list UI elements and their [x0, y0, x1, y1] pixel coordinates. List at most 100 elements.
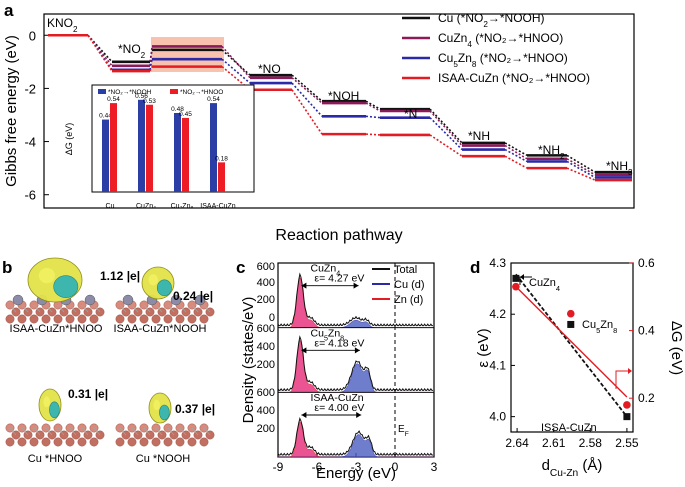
ytick-label-a: -6 — [24, 188, 36, 203]
slab-atom — [151, 437, 161, 447]
inset-category-label: Cu — [106, 203, 115, 210]
epsilon-label: ε= 4.27 eV — [314, 273, 364, 285]
fermi-label-part: F — [405, 431, 409, 438]
ytick-label-c: 400 — [257, 405, 275, 417]
step-label-*NO2: *NO2 — [118, 42, 146, 60]
slab-atom — [199, 437, 209, 447]
step-label-*NH3-part: *NH — [606, 159, 628, 173]
xtick-label-c: -9 — [273, 460, 284, 474]
step-label-*NH-part: *NH — [468, 129, 490, 143]
arrow-left-axis-head — [520, 274, 524, 280]
connector-CuZn4 — [566, 158, 596, 176]
step-label-*NO2-part: 2 — [141, 51, 146, 60]
slab-atom — [77, 314, 87, 324]
panel-label-a: a — [4, 1, 14, 20]
xtick-label-d: 2.58 — [579, 436, 603, 450]
legend-label-ISAA-CuZn-part: ISAA-CuZn — [438, 71, 499, 85]
panel-label-b: b — [2, 258, 12, 277]
ylabel-a: Gibbs free energy (eV) — [3, 35, 20, 187]
structure-label-isaa-hnoo: ISAA-CuZn*HNOO — [10, 323, 103, 335]
structure-label-cu-hnoo: Cu *HNOO — [28, 453, 83, 465]
slab-atom — [5, 437, 15, 447]
slab-atom-bond — [81, 427, 89, 436]
ylabel-d-left: ε (eV) — [475, 328, 492, 367]
ytick-label-c: 200 — [257, 423, 275, 435]
annotation-cu5zn8-part: 8 — [613, 326, 617, 335]
xlabel-d-part: (Å) — [578, 457, 602, 474]
legend-label-Cu5Zn8-part: Cu — [438, 51, 453, 65]
slab-atom-bond — [191, 304, 199, 313]
inset-bar-label: 0.45 — [179, 111, 192, 118]
connector-CuZn4 — [504, 144, 528, 160]
charge-density-blob-highlight — [153, 399, 160, 411]
xlabel-c: Energy (eV) — [316, 465, 396, 482]
slab-atom — [127, 437, 137, 447]
slab-atom-bond — [143, 304, 151, 313]
xlabel-d: dCu-Zn (Å) — [542, 457, 603, 479]
ytick-label-c: 200 — [257, 359, 275, 371]
subpanel-name: CuZn4 — [311, 263, 341, 278]
ytick-label-d-left: 4.3 — [489, 256, 506, 270]
slab-atom-bond — [179, 304, 187, 313]
xtick-label-d: 2.61 — [542, 436, 566, 450]
slab-atom — [127, 314, 137, 324]
slab-atom-bond — [45, 427, 53, 436]
step-label-*N: *N — [404, 107, 417, 121]
epsilon-arrow-head — [354, 347, 360, 354]
epsilon-arrow-head — [301, 412, 307, 418]
ytick-label-a: -2 — [24, 81, 36, 96]
inset-bar-*NO2→*NOOH — [102, 119, 109, 192]
ytick-label-c: 600 — [257, 323, 275, 335]
inset-category-label: ISAA-CuZn — [200, 203, 236, 210]
dos-total-line — [277, 335, 433, 391]
point-epsilon — [567, 320, 575, 328]
slab-atom-bond — [93, 304, 101, 313]
xtick-label-c: 0 — [392, 460, 399, 474]
slab-atom — [89, 437, 99, 447]
connector-CuZn4 — [429, 110, 463, 147]
slab-atom-bond — [57, 304, 65, 313]
step-label-*NH3: *NH3 — [606, 159, 633, 177]
slab-atom — [89, 314, 99, 324]
subpanel-name-part: 4 — [336, 270, 340, 278]
inset-ylabel: ΔG (eV) — [64, 123, 74, 156]
subpanel-name-part: CuZn — [311, 263, 337, 275]
inset-bar-label: 0.18 — [215, 155, 228, 162]
ylabel-d-right: ΔG (eV) — [668, 321, 685, 375]
panel-label-d: d — [470, 258, 480, 277]
arrow-right-axis — [615, 370, 630, 389]
legend-label-Cu-part: Cu (*NO — [438, 11, 483, 25]
connector-CuZn4 — [87, 34, 113, 67]
charge-label-3: 0.31 |e| — [68, 387, 108, 401]
slab-atom — [17, 437, 27, 447]
connector-Cu — [365, 100, 381, 110]
slab-atom — [199, 314, 209, 324]
dos-cu-area — [278, 434, 434, 458]
legend-label-ISAA-CuZn-part: (*NO₂→*HNOO) — [499, 71, 590, 85]
subpanel-name: Cu5Zn8 — [311, 327, 345, 342]
charge-density-blob-cyan — [159, 404, 170, 421]
annotation-cuzn4-part: 4 — [556, 284, 560, 293]
inset-category-label: Cu₂Zn₈ — [171, 203, 194, 210]
slab-atom-bond — [167, 304, 175, 313]
slab-atom — [139, 314, 149, 324]
connector-ISAA-CuZn — [87, 34, 113, 72]
point-dg — [623, 401, 631, 409]
slab-atom-bond — [155, 304, 163, 313]
connector-Cu5Zn8 — [365, 115, 381, 119]
panel-label-c: c — [236, 258, 245, 277]
inset-category-label: CuZn₄ — [136, 203, 156, 210]
inset-bar-*NO2→*NOOH — [138, 99, 145, 192]
slab-atom-bond — [203, 427, 211, 436]
xtick-label-c: 3 — [431, 460, 438, 474]
ytick-label-d-left: 4.2 — [489, 307, 506, 321]
inset-legend-label: *NO₂→*NOOH — [108, 89, 152, 96]
subpanel-name: ISAA-CuZn — [311, 392, 364, 404]
dos-total-line — [277, 272, 433, 327]
ytick-label-c: 400 — [257, 277, 275, 289]
charge-density-blob-highlight — [38, 267, 56, 284]
slab-atom — [163, 437, 173, 447]
subpanel-name-part: Cu — [311, 327, 325, 339]
annotation-isaa-cuzn: ISSA-CuZn — [541, 422, 597, 434]
slab-atom — [17, 314, 27, 324]
